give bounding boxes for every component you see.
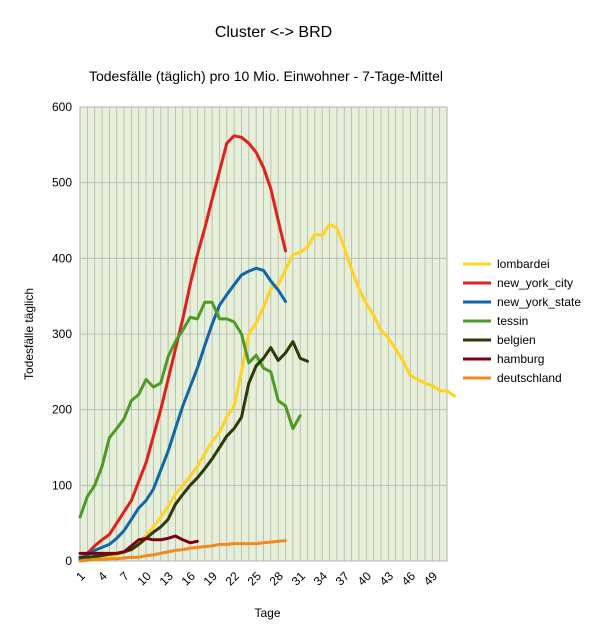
x-tick-label: 10 <box>135 569 155 589</box>
legend-label-new_york_city: new_york_city <box>497 276 573 290</box>
y-tick-label: 600 <box>52 100 72 114</box>
x-tick-label: 22 <box>223 569 243 589</box>
x-tick-label: 25 <box>245 569 265 589</box>
y-tick-label: 500 <box>52 176 72 190</box>
legend-label-belgien: belgien <box>497 333 536 347</box>
x-tick-label: 1 <box>73 569 88 584</box>
chart-title: Cluster <-> BRD <box>214 24 333 41</box>
y-tick-label: 100 <box>52 478 72 492</box>
legend-label-hamburg: hamburg <box>497 352 544 366</box>
x-tick-label: 28 <box>267 569 287 589</box>
y-tick-label: 200 <box>52 403 72 417</box>
x-tick-label: 46 <box>399 569 419 589</box>
series-line-new_york_city <box>78 134 287 561</box>
x-tick-label: 49 <box>421 569 441 589</box>
legend-label-tessin: tessin <box>497 314 528 328</box>
x-tick-label: 40 <box>355 569 375 589</box>
x-tick-label: 34 <box>311 569 331 589</box>
series-line-deutschland <box>78 539 287 563</box>
legend-label-new_york_state: new_york_state <box>497 295 581 309</box>
plot-border <box>79 106 448 562</box>
x-tick-label: 13 <box>157 569 177 589</box>
y-axis-label: Todesfälle täglich <box>22 288 36 380</box>
legend-label-lombardei: lombardei <box>497 257 550 271</box>
x-tick-label: 4 <box>95 569 110 584</box>
x-tick-label: 31 <box>289 569 309 589</box>
x-tick-label: 37 <box>333 569 353 589</box>
y-tick-label: 300 <box>52 327 72 341</box>
series-line-tessin <box>78 300 302 519</box>
x-axis-label: Tage <box>254 606 280 620</box>
x-tick-label: 43 <box>377 569 397 589</box>
series-line-hamburg <box>78 534 199 555</box>
y-tick-label: 0 <box>65 554 72 568</box>
x-tick-label: 7 <box>117 569 132 584</box>
x-tick-label: 16 <box>179 569 199 589</box>
series-line-new_york_state <box>78 266 287 561</box>
y-tick-label: 400 <box>52 251 72 265</box>
x-tick-label: 19 <box>201 569 221 589</box>
legend-label-deutschland: deutschland <box>497 371 562 385</box>
chart-subtitle: Todesfälle (täglich) pro 10 Mio. Einwohn… <box>88 68 444 84</box>
